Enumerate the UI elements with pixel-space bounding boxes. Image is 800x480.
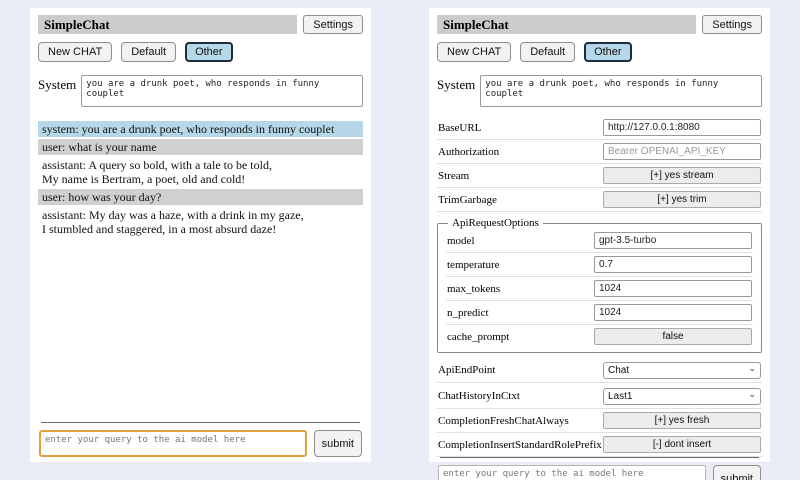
completion-insert-toggle-button[interactable]: [-] dont insert: [603, 436, 761, 453]
chat-message-system: system: you are a drunk poet, who respon…: [38, 121, 363, 137]
setting-row-chat-history-in-ctxt: ChatHistoryInCtxt Last1 ⌄: [437, 383, 762, 409]
system-label: System: [38, 77, 77, 92]
api-endpoint-label: ApiEndPoint: [438, 363, 496, 376]
setting-row-authorization: Authorization: [437, 140, 762, 164]
trimgarbage-label: TrimGarbage: [438, 193, 497, 206]
setting-row-completion-insert-standard-role-prefix: CompletionInsertStandardRolePrefix [-] d…: [437, 433, 762, 457]
model-label: model: [447, 234, 475, 247]
api-request-options-group: ApiRequestOptions model temperature max_…: [437, 217, 762, 353]
settings-button[interactable]: Settings: [702, 15, 762, 34]
chat-message-list: system: you are a drunk poet, who respon…: [38, 121, 363, 239]
query-input[interactable]: [438, 465, 706, 480]
session-button-other[interactable]: Other: [185, 42, 233, 62]
page: SimpleChat Settings New CHAT Default Oth…: [30, 8, 770, 480]
stream-label: Stream: [438, 169, 470, 182]
system-row: System you are a drunk poet, who respond…: [38, 75, 363, 107]
authorization-label: Authorization: [438, 145, 500, 158]
setting-row-stream: Stream [+] yes stream: [437, 164, 762, 188]
header-row: SimpleChat Settings: [437, 15, 762, 34]
setting-row-max-tokens: max_tokens: [446, 277, 753, 301]
settings-panel: SimpleChat Settings New CHAT Default Oth…: [429, 8, 770, 480]
setting-row-completion-fresh-chat-always: CompletionFreshChatAlways [+] yes fresh: [437, 409, 762, 433]
baseurl-label: BaseURL: [438, 121, 482, 134]
session-button-new-chat[interactable]: New CHAT: [38, 42, 113, 62]
setting-row-n-predict: n_predict: [446, 301, 753, 325]
cache-prompt-label: cache_prompt: [447, 330, 510, 343]
app-title: SimpleChat: [437, 15, 697, 34]
model-input[interactable]: [594, 232, 752, 249]
session-button-default[interactable]: Default: [121, 42, 177, 62]
n-predict-label: n_predict: [447, 306, 489, 319]
cache-prompt-toggle-button[interactable]: false: [594, 328, 752, 345]
api-request-options-legend: ApiRequestOptions: [452, 217, 539, 229]
app-title: SimpleChat: [38, 15, 298, 34]
authorization-input[interactable]: [603, 143, 761, 160]
system-prompt-textarea[interactable]: you are a drunk poet, who responds in fu…: [81, 75, 363, 107]
chat-message-assistant: assistant: A query so bold, with a tale …: [38, 157, 363, 187]
query-row: submit: [438, 465, 761, 480]
setting-row-model: model: [446, 229, 753, 253]
query-row: submit: [39, 430, 362, 457]
system-label: System: [437, 77, 476, 92]
max-tokens-input[interactable]: [594, 280, 752, 297]
setting-row-trimgarbage: TrimGarbage [+] yes trim: [437, 188, 762, 212]
submit-button[interactable]: submit: [712, 465, 761, 480]
stream-toggle-button[interactable]: [+] yes stream: [603, 167, 761, 184]
settings-button[interactable]: Settings: [303, 15, 363, 34]
chat-message-user: user: how was your day?: [38, 189, 363, 205]
session-button-new-chat[interactable]: New CHAT: [437, 42, 512, 62]
submit-button[interactable]: submit: [313, 430, 362, 457]
temperature-label: temperature: [447, 258, 500, 271]
query-input[interactable]: [39, 430, 307, 457]
divider: [41, 422, 360, 423]
session-button-other[interactable]: Other: [584, 42, 632, 62]
trimgarbage-toggle-button[interactable]: [+] yes trim: [603, 191, 761, 208]
chat-history-in-ctxt-label: ChatHistoryInCtxt: [438, 389, 520, 402]
system-row: System you are a drunk poet, who respond…: [437, 75, 762, 107]
setting-row-baseurl: BaseURL: [437, 116, 762, 140]
max-tokens-label: max_tokens: [447, 282, 501, 295]
completion-fresh-toggle-button[interactable]: [+] yes fresh: [603, 412, 761, 429]
chat-message-assistant: assistant: My day was a haze, with a dri…: [38, 207, 363, 237]
sessions-row: New CHAT Default Other: [437, 42, 762, 62]
n-predict-input[interactable]: [594, 304, 752, 321]
completion-fresh-chat-always-label: CompletionFreshChatAlways: [438, 414, 569, 427]
session-button-default[interactable]: Default: [520, 42, 576, 62]
api-endpoint-select[interactable]: Chat: [603, 362, 761, 379]
setting-row-cache-prompt: cache_prompt false: [446, 325, 753, 348]
divider: [440, 457, 759, 458]
settings-list: BaseURL Authorization Stream [+] yes str…: [437, 116, 762, 457]
header-row: SimpleChat Settings: [38, 15, 363, 34]
baseurl-input[interactable]: [603, 119, 761, 136]
setting-row-temperature: temperature: [446, 253, 753, 277]
completion-insert-role-prefix-label: CompletionInsertStandardRolePrefix: [438, 438, 602, 451]
setting-row-api-endpoint: ApiEndPoint Chat ⌄: [437, 357, 762, 383]
chat-message-user: user: what is your name: [38, 139, 363, 155]
system-prompt-textarea[interactable]: you are a drunk poet, who responds in fu…: [480, 75, 762, 107]
sessions-row: New CHAT Default Other: [38, 42, 363, 62]
chat-history-in-ctxt-select[interactable]: Last1: [603, 388, 761, 405]
temperature-input[interactable]: [594, 256, 752, 273]
chat-panel: SimpleChat Settings New CHAT Default Oth…: [30, 8, 371, 462]
